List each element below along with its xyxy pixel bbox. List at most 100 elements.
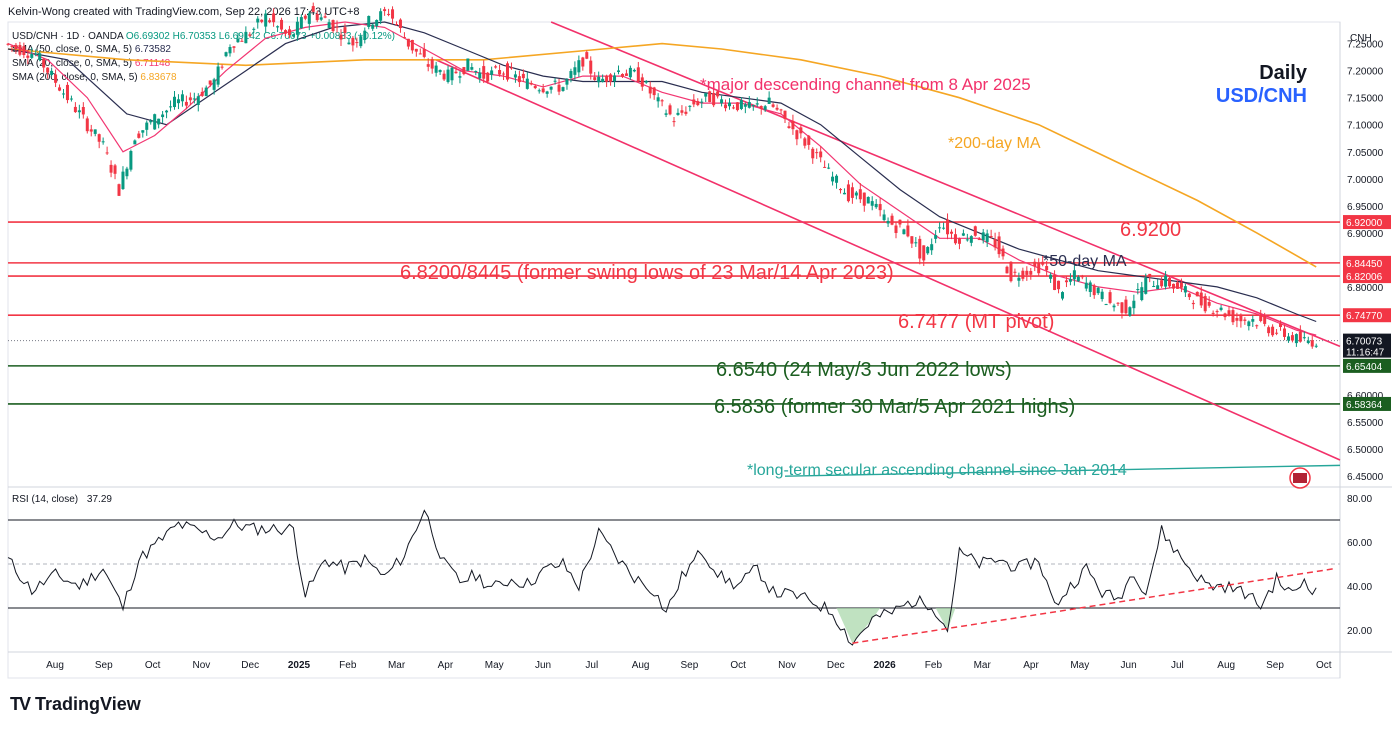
candle-body	[149, 120, 153, 123]
candle-body	[890, 215, 894, 225]
candle-body	[383, 9, 387, 12]
sma20-line	[7, 21, 1317, 336]
annotation-6920: 6.9200	[1120, 219, 1181, 241]
candle-body	[1294, 334, 1298, 344]
candle-body	[866, 196, 870, 204]
candle-body	[248, 34, 252, 36]
candle-body	[216, 66, 220, 85]
candle-body	[783, 110, 787, 120]
price-tick-label: 7.00000	[1347, 175, 1384, 186]
candle-body	[985, 233, 989, 243]
candle-body	[430, 59, 434, 69]
time-tick-label: Apr	[438, 660, 454, 671]
candle-body	[434, 65, 438, 73]
candle-body	[656, 97, 660, 102]
candle-body	[525, 78, 529, 89]
candle-body	[363, 30, 367, 41]
candle-body	[910, 236, 914, 244]
candle-body	[97, 134, 101, 142]
time-tick-label: Dec	[241, 660, 259, 671]
candle-body	[819, 151, 823, 158]
candle-body	[874, 203, 878, 208]
candle-body	[85, 118, 89, 132]
rsi-legend[interactable]: RSI (14, close) 37.29	[12, 494, 112, 505]
candle-body	[62, 93, 65, 95]
sma50-legend[interactable]: SMA (50, close, 0, SMA, 5) 6.73582	[12, 44, 171, 55]
candle-body	[244, 31, 248, 44]
candle-body	[700, 101, 704, 103]
price-tick-label: 6.95000	[1347, 202, 1384, 213]
candle-body	[482, 66, 486, 79]
candle-body	[1072, 270, 1076, 280]
pair-title: USD/CNH	[1215, 85, 1307, 107]
candle-body	[755, 103, 759, 105]
candle-body	[1061, 292, 1064, 299]
tradingview-logo-text: TradingView	[35, 694, 141, 714]
candle-body	[438, 69, 442, 73]
candle-body	[938, 227, 942, 229]
candle-body	[981, 232, 985, 241]
candle-body	[323, 16, 327, 18]
price-level-tag-label: 6.58364	[1346, 400, 1383, 411]
candle-body	[212, 79, 216, 90]
candle-body	[1156, 285, 1160, 290]
candle-body	[1092, 285, 1096, 296]
candle-body	[442, 73, 446, 80]
candle-body	[470, 67, 474, 70]
candle-body	[30, 53, 34, 58]
candle-body	[280, 19, 284, 30]
candle-body	[137, 133, 141, 138]
candle-body	[1298, 331, 1302, 342]
sma20-value: 6.71148	[134, 58, 171, 69]
candle-body	[1211, 312, 1215, 314]
candle-body	[660, 100, 664, 102]
rsi-tick-label: 40.00	[1347, 582, 1372, 593]
candle-body	[1247, 321, 1251, 327]
candle-body	[406, 38, 410, 47]
symbol-legend: USD/CNH · 1D · OANDA O6.69302 H6.70353 L…	[12, 31, 395, 42]
price-level-tag-label: 6.92000	[1346, 218, 1383, 229]
candle-body	[1231, 310, 1235, 323]
candle-body	[478, 72, 482, 79]
price-axis-currency: CNH	[1350, 33, 1372, 44]
candle-body	[1068, 279, 1072, 282]
time-tick-label: Jun	[1121, 660, 1137, 671]
time-tick-label: Jul	[585, 660, 598, 671]
candle-body	[1057, 280, 1061, 290]
price-tick-label: 6.45000	[1347, 472, 1384, 483]
annotation-50ma: *50-day MA	[1043, 253, 1127, 270]
candle-body	[1021, 270, 1025, 279]
candle-body	[648, 86, 652, 94]
candle-body	[823, 166, 827, 168]
candle-body	[839, 189, 842, 191]
candle-body	[1279, 323, 1283, 328]
candle-body	[1187, 293, 1191, 298]
price-tick-label: 7.10000	[1347, 121, 1384, 132]
candle-body	[10, 45, 14, 47]
candle-body	[14, 44, 18, 49]
tradingview-logo[interactable]: TV TradingView	[10, 694, 141, 715]
candle-body	[1227, 310, 1231, 316]
candle-body	[902, 229, 906, 235]
candle-body	[628, 67, 632, 78]
candle-body	[862, 192, 866, 206]
candle-body	[1100, 291, 1104, 300]
candle-body	[969, 236, 973, 243]
time-tick-label: Aug	[1217, 660, 1235, 671]
candle-body	[1310, 340, 1314, 347]
price-tick-label: 7.15000	[1347, 94, 1384, 105]
candle-body	[268, 20, 272, 23]
sma200-legend[interactable]: SMA (200, close, 0, SMA, 5) 6.83678	[12, 72, 177, 83]
candle-body	[1144, 277, 1148, 294]
candle-body	[1183, 286, 1187, 293]
candle-body	[953, 234, 957, 244]
channel-lower-line	[435, 59, 1341, 461]
candle-body	[886, 220, 890, 224]
candle-body	[1314, 345, 1318, 347]
candle-body	[1124, 299, 1128, 314]
candle-body	[1013, 271, 1017, 273]
candle-body	[716, 91, 720, 97]
candle-body	[188, 97, 192, 101]
candle-body	[1096, 287, 1100, 294]
